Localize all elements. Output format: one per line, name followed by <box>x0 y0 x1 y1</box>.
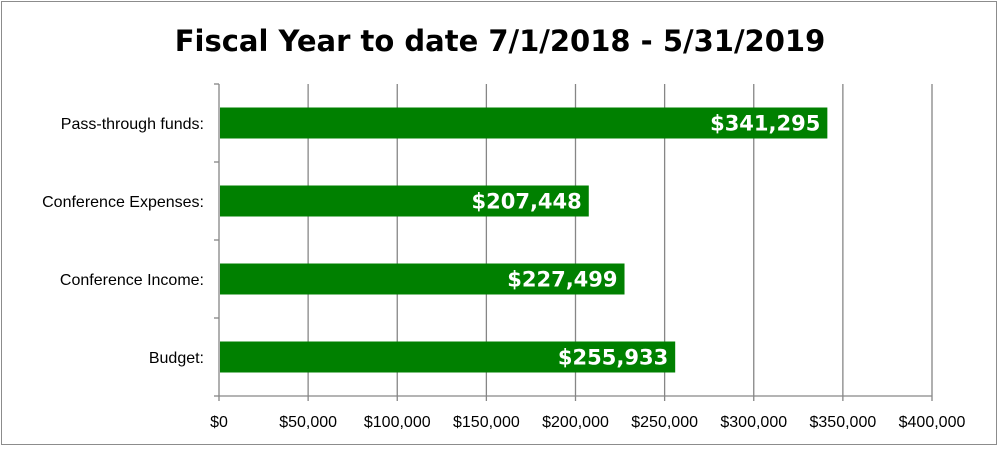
x-tick-label: $150,000 <box>453 414 520 431</box>
data-label: $207,448 <box>472 190 582 214</box>
category-label: Budget: <box>149 350 204 367</box>
bar <box>220 107 828 139</box>
chart-title: Fiscal Year to date 7/1/2018 - 5/31/2019 <box>175 24 826 58</box>
x-tick-label: $200,000 <box>542 414 609 431</box>
x-tick-label: $400,000 <box>899 414 966 431</box>
bar <box>220 185 589 217</box>
labels: $0 $50,000 $100,000 $150,000 $200,000 $250,00… <box>42 112 965 432</box>
x-tick-label: $0 <box>210 414 228 431</box>
data-label: $255,933 <box>558 346 668 370</box>
x-tick-label: $100,000 <box>364 414 431 431</box>
bar <box>220 263 625 295</box>
x-tick-label: $350,000 <box>810 414 877 431</box>
axes <box>214 83 933 401</box>
x-tick-label: $50,000 <box>279 414 337 431</box>
x-tick-label: $300,000 <box>720 414 787 431</box>
category-label: Pass-through funds: <box>61 116 204 133</box>
data-label: $227,499 <box>507 268 617 292</box>
category-label: Conference Expenses: <box>42 194 204 211</box>
bars <box>220 107 828 373</box>
x-tick-label: $250,000 <box>631 414 698 431</box>
category-label: Conference Income: <box>60 272 204 289</box>
bar <box>220 341 676 373</box>
data-label: $341,295 <box>710 112 820 136</box>
